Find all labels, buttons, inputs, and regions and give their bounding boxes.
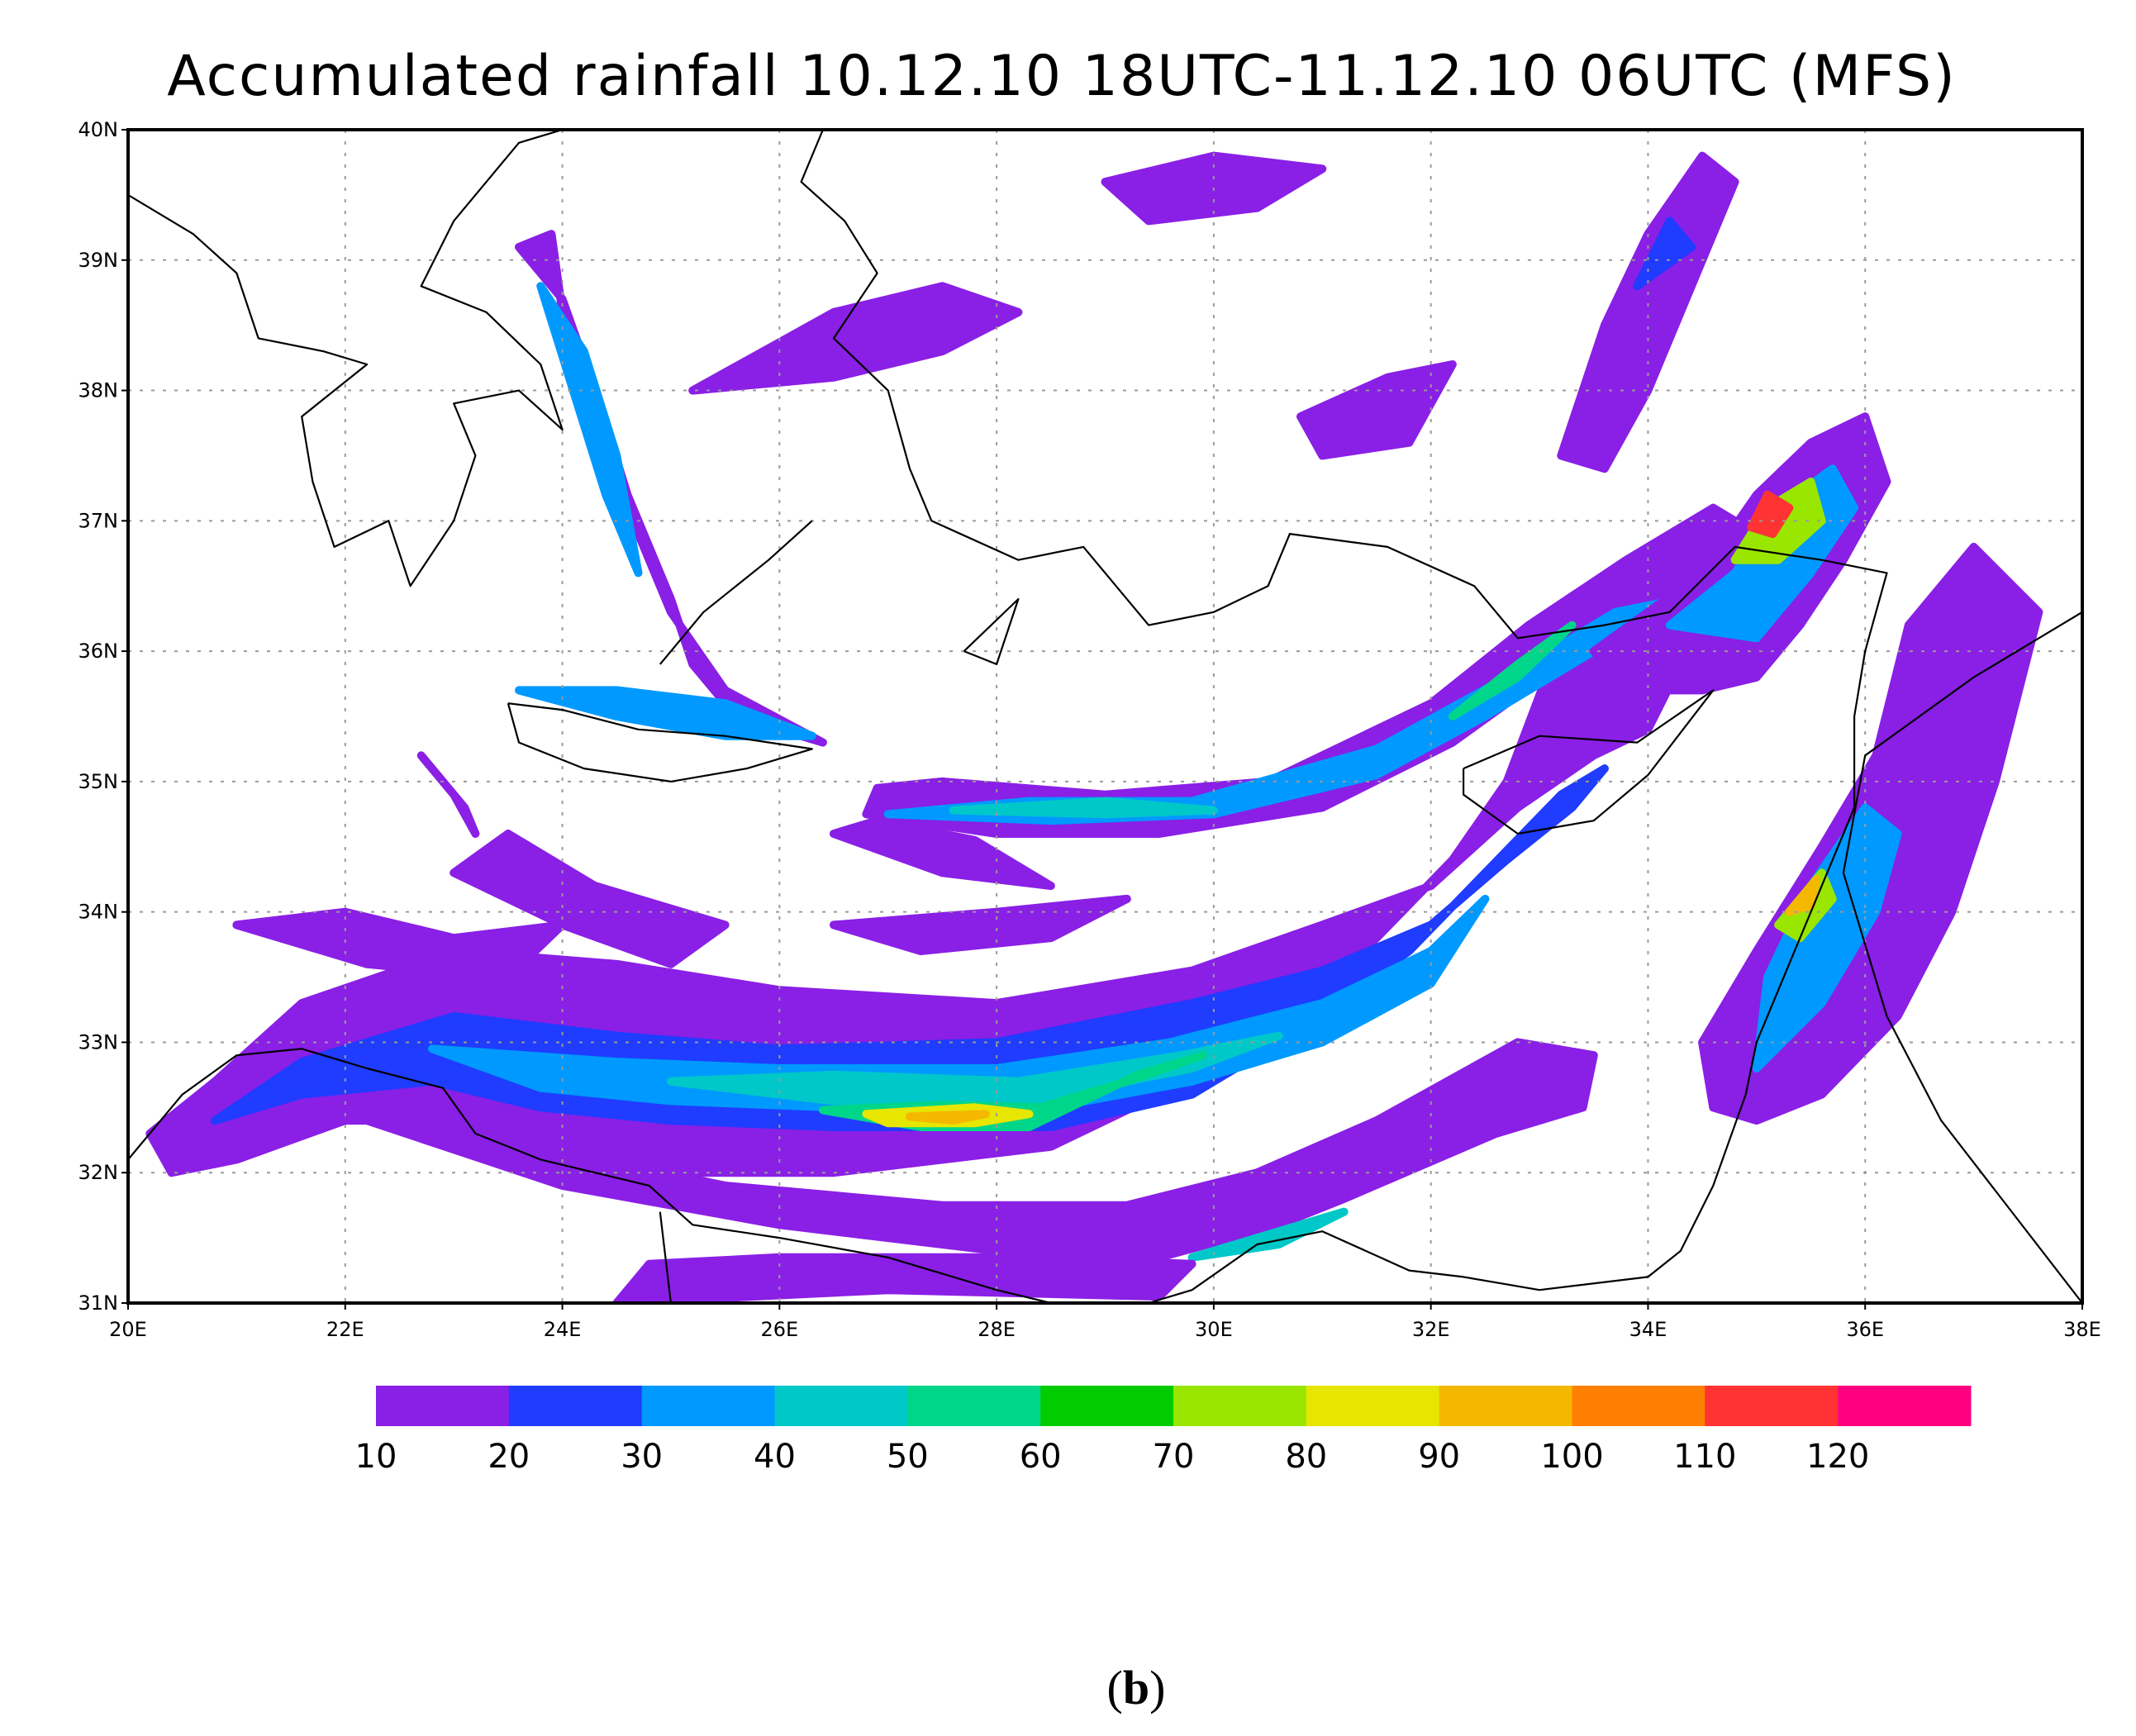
colorbar-label: 120: [1806, 1438, 1869, 1476]
coastlines: [128, 130, 2082, 1303]
lon-tick-label: 32E: [1412, 1318, 1450, 1341]
colorbar-swatch: [1838, 1386, 1972, 1426]
lon-tick-label: 34E: [1629, 1318, 1667, 1341]
colorbar-labels: 10 20 30 40 50 60 70 80 90 100 110 120: [355, 1438, 1870, 1476]
lat-tick-label: 37N: [78, 509, 119, 532]
colorbar-swatch: [1439, 1386, 1572, 1426]
rain-aegean-band-30: [536, 282, 643, 578]
colorbar-swatch: [907, 1386, 1041, 1426]
colorbar-label: 110: [1673, 1438, 1736, 1476]
lat-tick-label: 32N: [78, 1161, 119, 1184]
map-frame: [126, 128, 2084, 1305]
rain-lower-band: [363, 1038, 1598, 1262]
border-levant: [1842, 611, 2082, 1303]
coastline-cyprus: [1463, 689, 1715, 835]
rain-levant-90: [1785, 875, 1821, 916]
map-area: 20E 22E 24E 26E 28E 30E 32E 34E 36E 38E 31N 32N 33N…: [78, 118, 2101, 1341]
map-title: Accumulated rainfall 10.12.10 18UTC-11.1…: [167, 44, 1956, 109]
colorbar-label: 30: [621, 1438, 663, 1476]
rain-crete: [515, 686, 816, 740]
rainfall-field: [145, 151, 2043, 1303]
lon-tick-label: 26E: [760, 1318, 798, 1341]
lat-tick-label: 36N: [78, 640, 119, 663]
lat-tick-label: 40N: [78, 118, 119, 141]
rain-north-cell: [688, 282, 1023, 395]
lon-tick-label: 38E: [2063, 1318, 2101, 1341]
colorbar-label: 50: [887, 1438, 929, 1476]
colorbar-label: 60: [1020, 1438, 1062, 1476]
rain-nile-delta: [1187, 1207, 1349, 1262]
colorbar-label: 100: [1540, 1438, 1603, 1476]
coastline-cyclades: [659, 520, 813, 665]
lat-tick-label: 33N: [78, 1030, 119, 1053]
rain-west-cell2: [450, 830, 730, 968]
panel-label: (b): [1107, 1661, 1166, 1715]
lon-tick-label: 20E: [109, 1318, 147, 1341]
coastline-crete: [507, 702, 813, 782]
rain-core-90: [906, 1110, 990, 1125]
colorbar: 10 20 30 40 50 60 70 80 90 100 110 120: [355, 1386, 1972, 1476]
colorbar-swatch: [1306, 1386, 1440, 1426]
colorbar-swatch: [1705, 1386, 1839, 1426]
rain-main-band-40: [666, 1031, 1283, 1106]
colorbar-label: 90: [1418, 1438, 1460, 1476]
colorbar-label: 10: [355, 1438, 397, 1476]
coastline-africa-levant-turkey: [128, 130, 1888, 1303]
coastline-greece: [128, 130, 564, 587]
colorbar-swatch: [641, 1386, 775, 1426]
colorbar-swatch: [774, 1386, 908, 1426]
colorbar-swatch: [376, 1386, 510, 1426]
rain-mid-cell2: [830, 816, 1055, 891]
colorbar-label: 70: [1153, 1438, 1195, 1476]
rain-anatolia-north-20: [1633, 216, 1696, 291]
lon-tick-label: 28E: [978, 1318, 1016, 1341]
lon-tick-label: 36E: [1846, 1318, 1884, 1341]
rain-upper-band-50: [1448, 621, 1577, 721]
colorbar-swatches: [376, 1386, 1972, 1426]
lat-tick-label: 38N: [78, 379, 119, 402]
rain-upper-band-40: [949, 797, 1218, 819]
rain-libya-coast: [612, 1253, 1196, 1303]
coastline-rhodes: [963, 597, 1020, 665]
lon-tick-label: 22E: [326, 1318, 364, 1341]
rain-levant-30: [1752, 803, 1902, 1073]
colorbar-swatch: [1572, 1386, 1705, 1426]
rain-anatolia-north: [1557, 151, 1739, 473]
lat-tick-label: 34N: [78, 901, 119, 924]
colorbar-swatch: [1040, 1386, 1174, 1426]
lat-tick-label: 31N: [78, 1291, 119, 1315]
lat-tick-label: 39N: [78, 249, 119, 272]
rain-anatolia-cell: [1296, 360, 1457, 460]
colorbar-swatch: [1173, 1386, 1307, 1426]
lon-tick-label: 30E: [1195, 1318, 1233, 1341]
colorbar-label: 20: [488, 1438, 530, 1476]
lon-tick-label: 24E: [544, 1318, 582, 1341]
longitude-labels: 20E 22E 24E 26E 28E 30E 32E 34E 36E 38E: [109, 1318, 2101, 1341]
lat-tick-label: 35N: [78, 770, 119, 793]
colorbar-label: 40: [754, 1438, 796, 1476]
panel-letter: b: [1123, 1661, 1149, 1715]
latitude-labels: 31N 32N 33N 34N 35N 36N 37N 38N 39N 40N: [78, 118, 119, 1315]
colorbar-label: 80: [1285, 1438, 1327, 1476]
colorbar-swatch: [508, 1386, 643, 1426]
rain-turkey-max-110: [1747, 490, 1794, 539]
border-libya-egypt: [659, 1211, 672, 1303]
